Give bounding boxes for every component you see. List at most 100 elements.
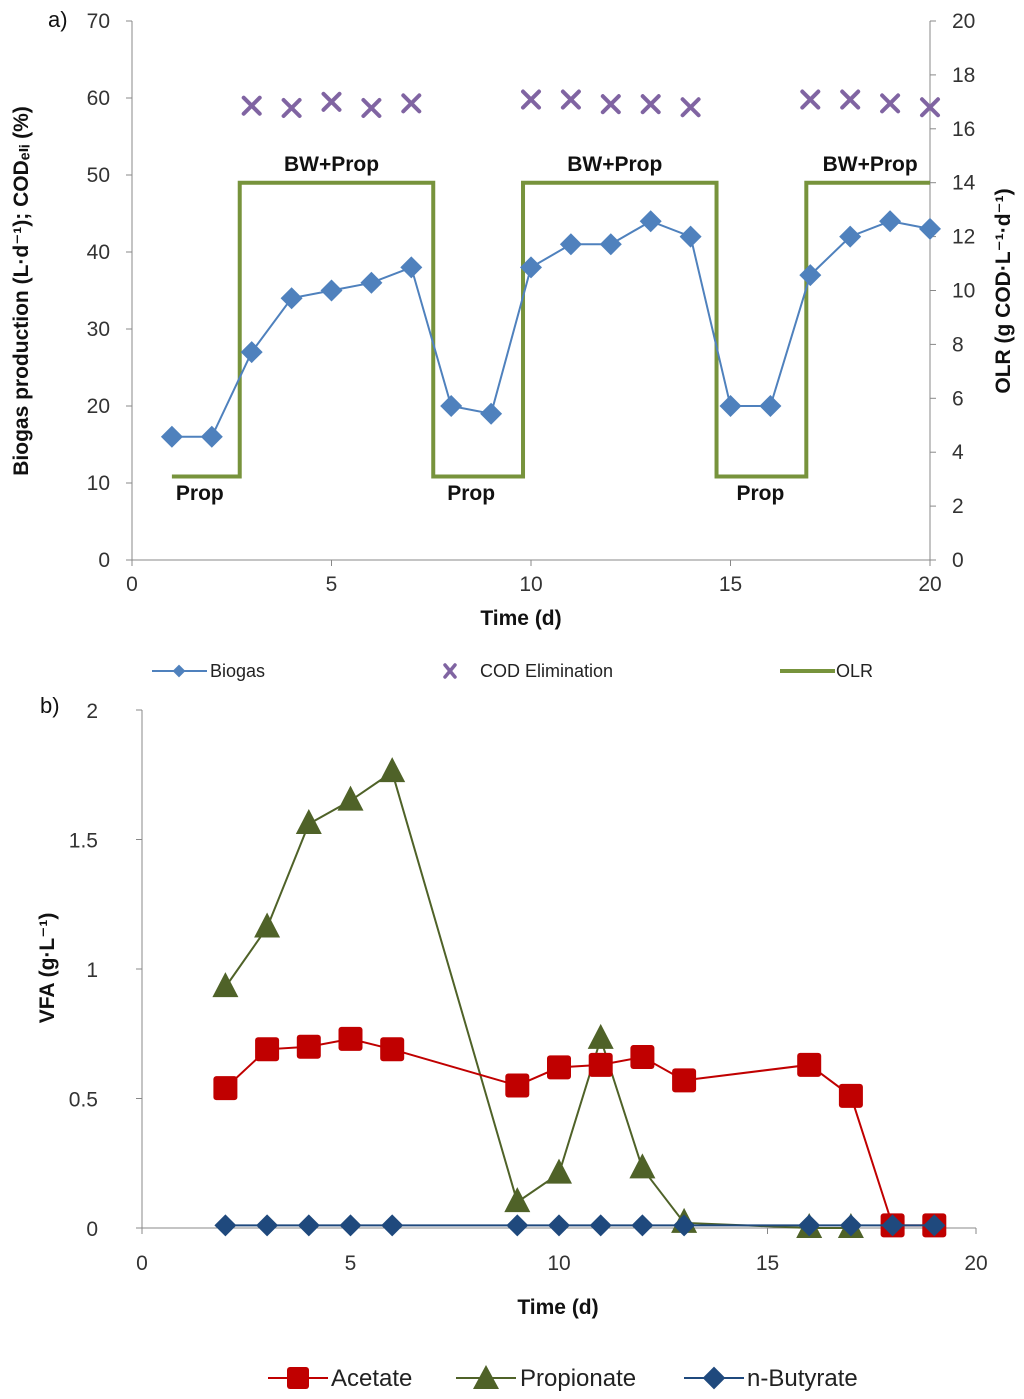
chart-a-right-tick-label: 8 (952, 333, 964, 356)
chart-b-x-tick-label: 0 (136, 1252, 148, 1275)
propionate-line (224, 770, 851, 1229)
n-butyrate-point (256, 1214, 279, 1237)
chart-b-y-title: VFA (g·L⁻¹) (36, 913, 59, 1024)
n-butyrate-point (589, 1214, 612, 1237)
acetate-point (338, 1026, 363, 1051)
chart-b-x-tick-label: 10 (547, 1252, 570, 1275)
chart-a-left-tick-label: 30 (87, 318, 110, 341)
n-butyrate-point (631, 1214, 654, 1237)
cod-point (361, 98, 382, 119)
chart-a-left-tick-label: 50 (87, 164, 110, 187)
acetate-point (547, 1055, 571, 1080)
chart-a-cod-series (241, 89, 940, 119)
chart-b-y-tick-label: 2 (86, 700, 98, 723)
chart-a-x-tick-label: 5 (326, 573, 338, 596)
n-butyrate-point (297, 1214, 320, 1237)
cod-point (600, 94, 621, 115)
cod-point-stroke (800, 89, 821, 110)
propionate-point (254, 912, 281, 938)
cod-point-stroke (241, 95, 262, 116)
n-butyrate-point (881, 1214, 904, 1237)
biogas-point (400, 256, 423, 279)
propionate-point (295, 808, 322, 834)
legend-biogas-marker (172, 664, 186, 678)
cod-point-stroke (680, 97, 701, 118)
chart-a-biogas-series (160, 210, 941, 448)
cod-point-stroke (920, 97, 940, 118)
propionate-point (629, 1153, 656, 1179)
biogas-point (799, 264, 822, 287)
chart-b-x-tick-label: 20 (964, 1252, 987, 1275)
cod-point-stroke (880, 93, 901, 114)
chart-b: b) 0 5 10 15 20 0 0.5 1 1.5 2 Time (d) VFA (g·L⁻¹… (36, 693, 988, 1392)
biogas-point (599, 233, 622, 256)
biogas-point (559, 233, 582, 256)
chart-b-y-tick-label: 0 (86, 1218, 98, 1241)
acetate-point (588, 1052, 613, 1077)
chart-a-x-tick-label: 10 (519, 573, 542, 596)
cod-point (640, 94, 661, 115)
biogas-point (679, 225, 702, 248)
biogas-point (879, 210, 902, 233)
cod-point (281, 98, 302, 119)
propionate-point (337, 785, 364, 811)
chart-a-x-tick-label: 20 (918, 573, 941, 596)
chart-a-right-tick-label: 18 (952, 64, 975, 87)
chart-b-x-tick-label: 15 (756, 1252, 779, 1275)
acetate-point (505, 1073, 530, 1098)
cod-point (560, 89, 581, 110)
acetate-point (380, 1037, 405, 1062)
biogas-point (919, 217, 941, 240)
panel-a-label: a) (48, 7, 68, 32)
acetate-point (797, 1052, 822, 1077)
cod-point (880, 93, 901, 114)
biogas-point (719, 395, 742, 417)
biogas-point (480, 402, 503, 425)
chart-a-left-tick-label: 60 (87, 87, 110, 110)
biogas-point (360, 271, 383, 294)
biogas-point (639, 210, 662, 233)
legend-butyrate-label: n-Butyrate (747, 1365, 858, 1392)
cod-point-stroke (840, 89, 861, 110)
propionate-point (587, 1023, 614, 1049)
cod-point (321, 91, 342, 112)
cod-point-stroke (521, 89, 541, 110)
cod-point (521, 89, 541, 110)
chart-a-right-tick-label: 10 (952, 280, 975, 303)
legend-cod-marker (443, 663, 457, 679)
propionate-point (212, 972, 239, 998)
n-butyrate-point (381, 1214, 404, 1237)
cod-point-stroke (640, 94, 661, 115)
chart-a-right-tick-label: 16 (952, 118, 975, 141)
legend-butyrate-marker (702, 1366, 726, 1390)
chart-a-right-tick-label: 20 (952, 10, 975, 33)
cod-point-stroke (361, 98, 382, 119)
chart-a-right-tick-label: 12 (952, 226, 975, 249)
cod-point (800, 89, 821, 110)
propionate-point (379, 757, 406, 783)
cod-point (920, 97, 940, 118)
chart-b-y-tick-label: 0.5 (69, 1089, 98, 1112)
biogas-point (160, 425, 183, 448)
chart-a-left-y-title: Biogas production (L·d⁻¹); CODₑₗᵢ (%) (10, 106, 33, 476)
chart-a-annotation: Prop (737, 482, 785, 505)
chart-b-x-title: Time (d) (517, 1296, 598, 1319)
biogas-point (200, 425, 223, 448)
chart-a-right-tick-label: 6 (952, 387, 964, 410)
chart-a-annotation: Prop (176, 482, 224, 505)
biogas-point (320, 279, 343, 302)
biogas-point (759, 395, 782, 417)
acetate-line (224, 1037, 935, 1227)
chart-a: a) 0 5 10 15 20 0 10 20 30 40 50 60 70 0 2 4 6 8 10 12 14 16 1… (10, 7, 1015, 681)
cod-point-stroke (600, 94, 621, 115)
chart-a-left-tick-label: 10 (87, 472, 110, 495)
chart-a-right-y-title: OLR (g COD·L⁻¹·d⁻¹) (992, 188, 1015, 393)
acetate-point (838, 1083, 863, 1108)
n-butyrate-point (548, 1214, 570, 1237)
legend-olr-label: OLR (836, 661, 873, 681)
chart-b-x-tick-label: 5 (345, 1252, 357, 1275)
chart-a-left-tick-label: 0 (98, 549, 110, 572)
chart-b-series (212, 757, 947, 1238)
legend-propionate-marker (473, 1365, 499, 1389)
legend-acetate-label: Acetate (331, 1365, 412, 1392)
